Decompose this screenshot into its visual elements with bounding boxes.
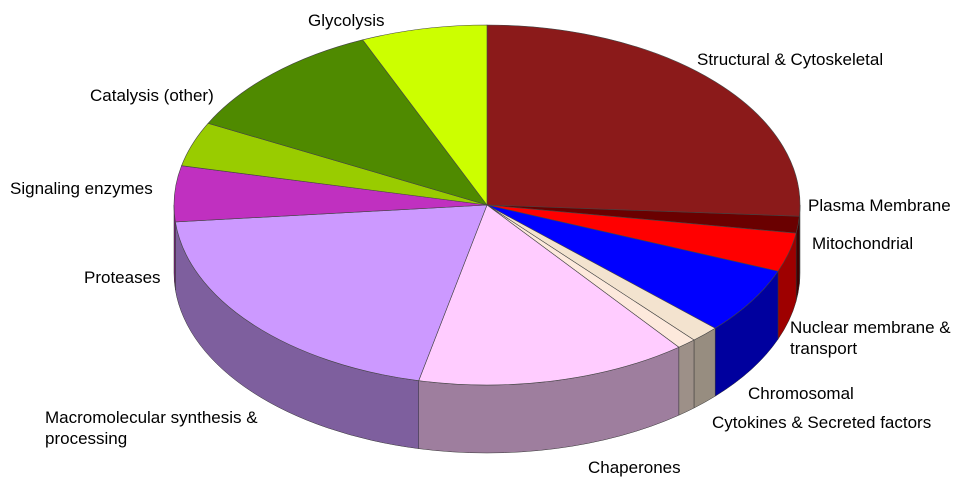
slice-side — [693, 327, 716, 409]
slice-label: Mitochondrial — [812, 234, 914, 253]
slice-label: Catalysis (other) — [90, 86, 214, 105]
slice-label: Cytokines & Secreted factors — [712, 413, 932, 432]
slice — [486, 24, 801, 217]
slice — [418, 204, 680, 386]
slice-label: Signaling enzymes — [10, 179, 153, 198]
slice-side — [678, 339, 695, 416]
slice-label: Structural & Cytoskeletal — [697, 50, 884, 69]
slice-label: Glycolysis — [308, 11, 385, 30]
slice-label: Chaperones — [588, 458, 681, 477]
slice-label: Macromolecular synthesis & processing — [45, 408, 258, 448]
slice — [486, 204, 779, 329]
slice-label: Nuclear membrane & transport — [790, 318, 951, 358]
slice-label: Proteases — [84, 268, 161, 287]
slice — [175, 204, 488, 381]
slice-label: Chromosomal — [748, 384, 854, 403]
slice — [207, 39, 488, 206]
slice — [362, 24, 488, 206]
slice-label: Plasma Membrane — [808, 196, 951, 215]
